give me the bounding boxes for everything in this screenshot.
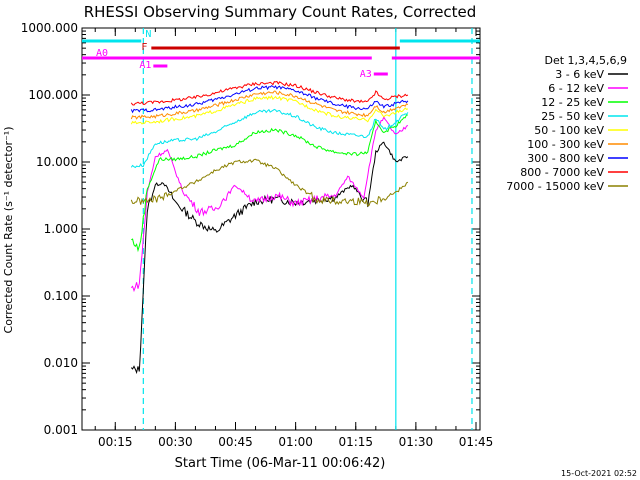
y-tick-label: 100.000 [28, 88, 78, 102]
series-line-8 [130, 158, 409, 207]
legend-label: 800 - 7000 keV [520, 166, 604, 179]
legend-label: 300 - 800 keV [527, 152, 604, 165]
x-axis-label: Start Time (06-Mar-11 00:06:42) [175, 456, 386, 471]
series-line-3 [130, 108, 409, 169]
x-tick-label: 01:45 [459, 435, 494, 449]
series-line-5 [130, 90, 409, 120]
flag-label-n: N [145, 29, 151, 40]
flag-bars: NF A0 A1 A3 [82, 29, 480, 80]
footer-timestamp: 15-Oct-2021 02:52 [561, 469, 637, 478]
y-tick-label: 0.001 [44, 423, 78, 437]
flag-label-a0: A0 [96, 48, 108, 59]
x-tick-label: 00:15 [98, 435, 133, 449]
legend-label: 12 - 25 keV [541, 96, 604, 109]
y-tick-label: 1.000 [44, 222, 78, 236]
flag-label-a1: A1 [139, 60, 151, 71]
series-lines [130, 80, 409, 375]
legend-label: 25 - 50 keV [541, 110, 604, 123]
y-tick-label: 0.010 [44, 356, 78, 370]
legend-label: 50 - 100 keV [534, 124, 604, 137]
series-line-7 [130, 80, 409, 106]
flag-label-f: F [141, 42, 147, 53]
x-tick-label: 00:30 [158, 435, 193, 449]
x-tick-label: 00:45 [218, 435, 253, 449]
y-axis: 1000.000 100.000 10.000 1.000 0.100 0.010 0.00… [21, 21, 480, 437]
time-markers [142, 28, 473, 430]
y-axis-label: Corrected Count Rate (s⁻¹ detector⁻¹) [2, 127, 15, 334]
legend-label: 3 - 6 keV [555, 68, 604, 81]
y-tick-label: 10.000 [36, 155, 78, 169]
series-line-0 [130, 141, 409, 375]
series-line-1 [130, 115, 409, 293]
series-line-6 [130, 85, 409, 114]
x-tick-label: 01:30 [399, 435, 434, 449]
flag-label-a3: A3 [360, 69, 372, 80]
legend-label: 100 - 300 keV [527, 138, 604, 151]
legend-title: Det 1,3,4,5,6,9 [544, 54, 627, 67]
y-tick-label: 1000.000 [21, 21, 78, 35]
series-line-4 [130, 95, 409, 125]
x-tick-label: 01:00 [278, 435, 313, 449]
series-line-2 [131, 114, 409, 253]
legend-label: 6 - 12 keV [548, 82, 604, 95]
x-axis: 00:15 00:30 00:45 01:00 01:15 01:30 01:45 [94, 28, 494, 449]
legend-label: 7000 - 15000 keV [506, 180, 604, 193]
x-tick-label: 01:15 [338, 435, 373, 449]
y-tick-label: 0.100 [44, 289, 78, 303]
chart-title: RHESSI Observing Summary Count Rates, Co… [84, 3, 477, 21]
